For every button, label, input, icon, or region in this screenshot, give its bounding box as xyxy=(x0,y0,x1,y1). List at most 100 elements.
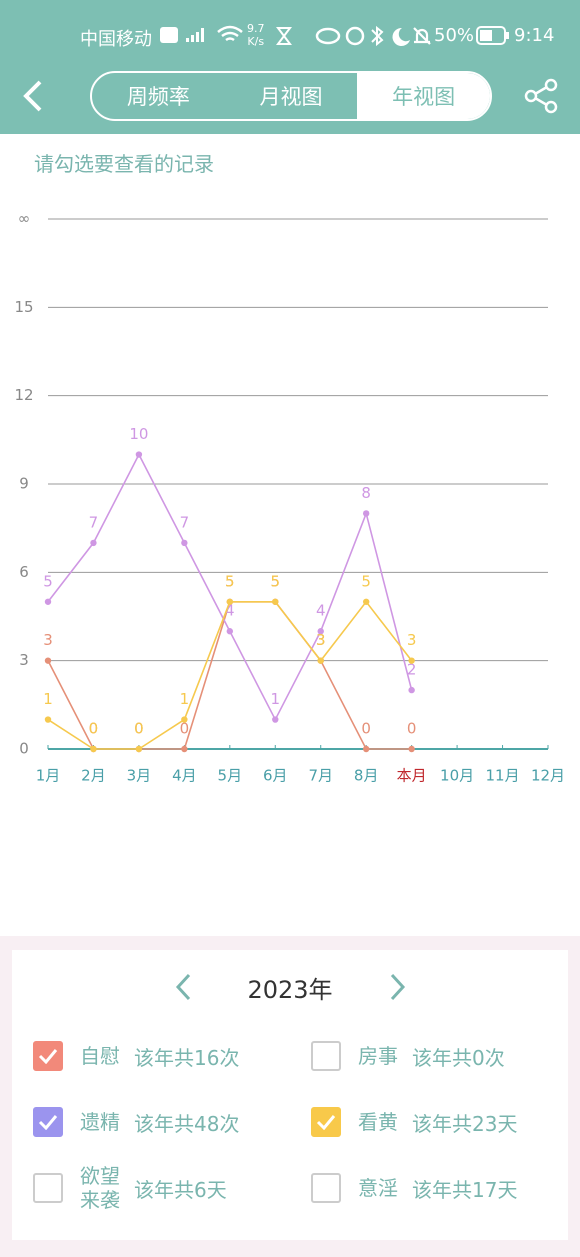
tab[interactable]: 周频率 xyxy=(126,85,190,109)
record-item[interactable]: 自慰 该年共16次 xyxy=(33,1031,239,1081)
item-summary: 该年共16次 xyxy=(134,1045,240,1070)
data-label: 0 xyxy=(89,720,99,738)
clock: 9:14 xyxy=(514,25,555,46)
data-label: 1 xyxy=(43,690,53,708)
alarm-icon xyxy=(345,26,365,46)
y-tick-label: 6 xyxy=(19,563,29,581)
prev-year[interactable] xyxy=(172,972,196,1002)
data-point xyxy=(408,686,415,694)
data-point xyxy=(90,745,97,753)
y-tick-label: 15 xyxy=(14,298,33,316)
data-point xyxy=(181,745,188,753)
item-label: 意淫 xyxy=(358,1176,398,1200)
record-item[interactable]: 欲望来袭 该年共6天 xyxy=(33,1163,227,1213)
checkbox[interactable] xyxy=(311,1041,341,1071)
data-point xyxy=(226,628,234,635)
x-tick-label: 12月 xyxy=(531,767,565,785)
x-tick-label: 10月 xyxy=(440,767,474,785)
x-tick-label: 1月 xyxy=(36,767,61,785)
view-tabs: 周频率 月视图 年视图 xyxy=(90,71,492,121)
y-tick-label: 9 xyxy=(19,475,29,493)
y-tick-label: 0 xyxy=(19,740,29,758)
speed-value: 9.7 xyxy=(247,22,265,35)
data-point xyxy=(90,539,97,547)
item-summary: 该年共17天 xyxy=(412,1177,518,1202)
net-speed: 9.7 K/s xyxy=(247,22,265,48)
data-label: 0 xyxy=(180,720,190,738)
data-label: 1 xyxy=(270,690,280,708)
next-year[interactable] xyxy=(385,972,409,1002)
data-point xyxy=(408,745,415,753)
data-point xyxy=(135,451,143,458)
data-point xyxy=(408,657,415,664)
data-point xyxy=(362,598,370,605)
x-tick-label: 6月 xyxy=(263,767,288,785)
battery-icon xyxy=(476,26,509,45)
y-tick-label: 3 xyxy=(19,651,29,669)
data-point xyxy=(362,745,370,753)
item-summary: 该年共23天 xyxy=(412,1111,518,1136)
moon-icon xyxy=(392,27,410,46)
checkbox[interactable] xyxy=(311,1173,341,1203)
x-tick-label: 7月 xyxy=(308,767,333,785)
data-label: 4 xyxy=(225,602,235,620)
wifi-icon xyxy=(217,25,243,42)
data-label: 5 xyxy=(270,572,280,590)
data-label: 3 xyxy=(316,631,326,649)
record-item[interactable]: 遗精 该年共48次 xyxy=(33,1097,239,1147)
checkbox[interactable] xyxy=(33,1041,63,1071)
tab[interactable]: 年视图 xyxy=(357,73,490,119)
year-label: 2023年 xyxy=(247,976,333,1004)
record-item[interactable]: 房事 该年共0次 xyxy=(311,1031,505,1081)
item-summary: 该年共6天 xyxy=(134,1177,227,1202)
x-tick-label: 2月 xyxy=(81,767,106,785)
series-line xyxy=(47,600,413,750)
checkbox[interactable] xyxy=(311,1107,341,1137)
back-button[interactable] xyxy=(18,78,48,114)
item-label: 自慰 xyxy=(80,1044,120,1068)
check-stroke xyxy=(316,1115,336,1130)
data-label: 0 xyxy=(89,720,99,738)
x-tick-label: 3月 xyxy=(127,767,152,785)
data-label: 5 xyxy=(270,572,280,590)
item-summary: 该年共48次 xyxy=(134,1111,240,1136)
item-label: 房事 xyxy=(358,1044,398,1068)
y-tick-label: ∞ xyxy=(18,210,31,228)
data-label: 0 xyxy=(407,720,417,738)
x-tick-label: 8月 xyxy=(354,767,379,785)
check-stroke xyxy=(38,1049,58,1064)
item-label: 欲望来袭 xyxy=(80,1164,120,1212)
x-tick-label: 4月 xyxy=(172,767,197,785)
hd-icon xyxy=(160,27,178,43)
data-point xyxy=(362,510,370,517)
x-tick-label: 11月 xyxy=(485,767,519,785)
check-mark xyxy=(316,1115,336,1130)
checkbox[interactable] xyxy=(33,1107,63,1137)
data-label: 8 xyxy=(361,484,371,502)
share-button[interactable] xyxy=(524,78,560,114)
data-point xyxy=(317,657,324,664)
checkbox[interactable] xyxy=(33,1173,63,1203)
data-label: 7 xyxy=(89,513,99,531)
y-tick-label: 12 xyxy=(14,386,33,404)
data-label: 5 xyxy=(361,572,371,590)
eye-icon xyxy=(315,27,341,45)
data-point xyxy=(44,716,52,723)
series-line xyxy=(47,600,412,750)
data-point xyxy=(44,598,52,605)
data-label: 0 xyxy=(134,720,144,738)
data-label: 2 xyxy=(407,661,417,679)
item-summary: 该年共0次 xyxy=(412,1045,505,1070)
check-mark xyxy=(38,1049,58,1064)
data-point xyxy=(135,745,143,753)
data-point xyxy=(181,716,188,723)
record-item[interactable]: 看黄 该年共23天 xyxy=(311,1097,517,1147)
tab[interactable]: 月视图 xyxy=(259,85,323,109)
data-label: 3 xyxy=(407,631,417,649)
bt-icon xyxy=(371,25,384,47)
signal-icon xyxy=(186,28,204,42)
data-label: 3 xyxy=(316,631,326,649)
record-item[interactable]: 意淫 该年共17天 xyxy=(311,1163,517,1213)
